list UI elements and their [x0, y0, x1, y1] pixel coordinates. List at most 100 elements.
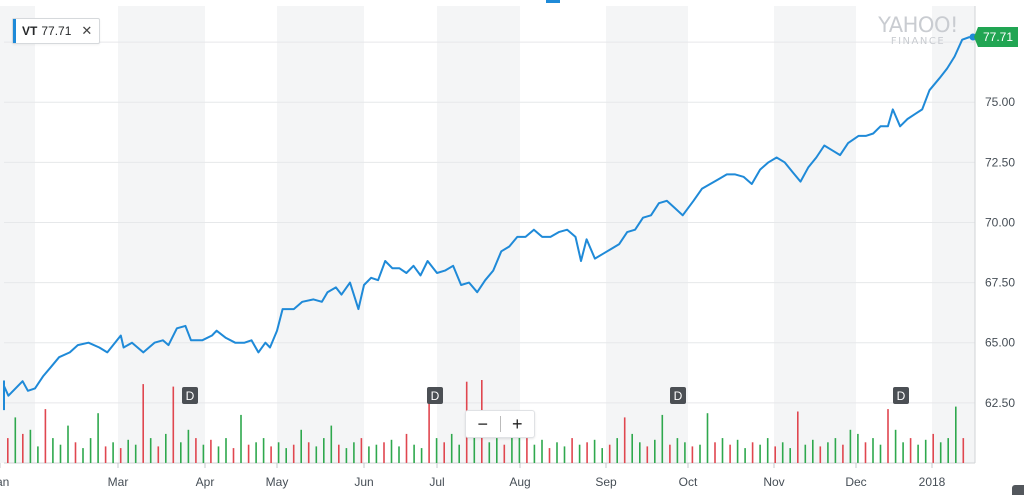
- volume-bar: [270, 446, 272, 463]
- volume-bar: [744, 448, 746, 463]
- volume-bar: [714, 442, 716, 464]
- volume-bar: [37, 446, 39, 463]
- dividend-label: D: [897, 389, 906, 403]
- zoom-out-button[interactable]: −: [477, 414, 488, 434]
- volume-bar: [413, 444, 415, 463]
- volume-bar: [894, 429, 897, 463]
- volume-bar: [608, 444, 611, 463]
- zoom-in-button[interactable]: +: [511, 414, 523, 434]
- volume-bar: [887, 409, 889, 464]
- volume-bar: [962, 438, 965, 463]
- volume-bar: [541, 439, 543, 463]
- zoom-control: − +: [465, 410, 535, 438]
- symbol-chip[interactable]: VT 77.71 ✕: [12, 18, 101, 44]
- volume-bar: [119, 448, 122, 463]
- volume-bar: [781, 442, 784, 464]
- volume-bar: [751, 442, 754, 464]
- volume-bar: [428, 388, 430, 463]
- volume-bar: [375, 444, 378, 463]
- dividend-label: D: [186, 389, 195, 403]
- dividend-label: D: [431, 389, 440, 403]
- volume-bar: [947, 438, 949, 463]
- volume-bar: [353, 442, 355, 464]
- volume-bar: [631, 433, 633, 463]
- volume-bar: [247, 444, 250, 463]
- volume-bar: [578, 444, 581, 463]
- dividend-badge: [182, 387, 198, 404]
- month-band: [606, 6, 688, 463]
- volume-bar: [74, 442, 77, 464]
- logo-line2: FINANCE: [890, 36, 946, 47]
- volume-bar: [902, 442, 904, 464]
- dividend-badge: [427, 387, 443, 404]
- volume-bar: [277, 442, 280, 464]
- scroll-corner[interactable]: [1012, 485, 1024, 495]
- month-band: [437, 6, 520, 463]
- volume-bar: [857, 433, 859, 463]
- x-tick-label: Oct: [679, 475, 698, 489]
- volume-bar: [420, 448, 423, 463]
- volume-bar: [669, 444, 671, 463]
- dividend-marker: D: [670, 387, 686, 404]
- volume-bar: [22, 433, 24, 463]
- volume-bar: [104, 446, 107, 463]
- volume-bar: [210, 439, 212, 463]
- volume-bar: [225, 438, 227, 463]
- volume-bar: [97, 413, 99, 463]
- volume-bar: [721, 438, 724, 463]
- volume-bar: [593, 439, 596, 463]
- close-icon[interactable]: ✕: [81, 23, 93, 38]
- volume-bar: [676, 438, 679, 463]
- volume-bar: [917, 444, 919, 463]
- last-price-badge: [974, 27, 1018, 48]
- last-price-label: 77.71: [983, 30, 1013, 44]
- volume-bar: [654, 439, 656, 463]
- x-tick-label: Apr: [196, 475, 215, 489]
- volume-bar: [458, 444, 460, 463]
- volume-bar: [616, 438, 618, 463]
- volume-bar: [563, 446, 566, 463]
- volume-bar: [172, 386, 175, 463]
- volume-bar: [89, 438, 92, 463]
- volume-bar: [601, 448, 603, 463]
- dividend-marker: D: [182, 387, 198, 404]
- series-color-bar: [13, 19, 16, 43]
- x-tick-label: Jun: [354, 475, 373, 489]
- volume-bar: [165, 433, 167, 463]
- dividend-marker: D: [427, 387, 443, 404]
- volume-bar: [623, 417, 626, 464]
- volume-bar: [639, 442, 641, 464]
- volume-bar: [684, 442, 686, 464]
- y-tick-label: 67.50: [985, 276, 1015, 290]
- volume-bar: [443, 442, 445, 464]
- volume-bar: [812, 439, 814, 463]
- logo-line1: YAHOO!: [878, 13, 958, 37]
- volume-bar: [774, 446, 776, 463]
- volume-bar: [827, 442, 829, 464]
- price-line: [3, 36, 971, 411]
- volume-bar: [368, 446, 370, 463]
- volume-bar: [195, 438, 197, 463]
- x-tick-label: 2018: [919, 475, 946, 489]
- volume-bar: [586, 442, 588, 464]
- x-tick-label: Dec: [845, 475, 866, 489]
- volume-bar: [285, 448, 287, 463]
- month-band: [932, 6, 975, 463]
- volume-bar: [202, 444, 205, 463]
- volume-bar: [262, 438, 265, 463]
- volume-bar: [29, 429, 32, 463]
- y-tick-label: 75.00: [985, 95, 1015, 109]
- volume-bar: [149, 438, 152, 463]
- volume-bar: [180, 442, 182, 464]
- symbol-price: 77.71: [41, 24, 72, 38]
- volume-bar: [646, 446, 649, 463]
- month-band: [0, 6, 35, 463]
- x-tick-label: Mar: [108, 475, 129, 489]
- volume-bar: [496, 438, 498, 463]
- volume-bar: [450, 433, 453, 463]
- month-band: [118, 6, 205, 463]
- volume-bar: [345, 448, 348, 463]
- top-indicator: [546, 0, 560, 3]
